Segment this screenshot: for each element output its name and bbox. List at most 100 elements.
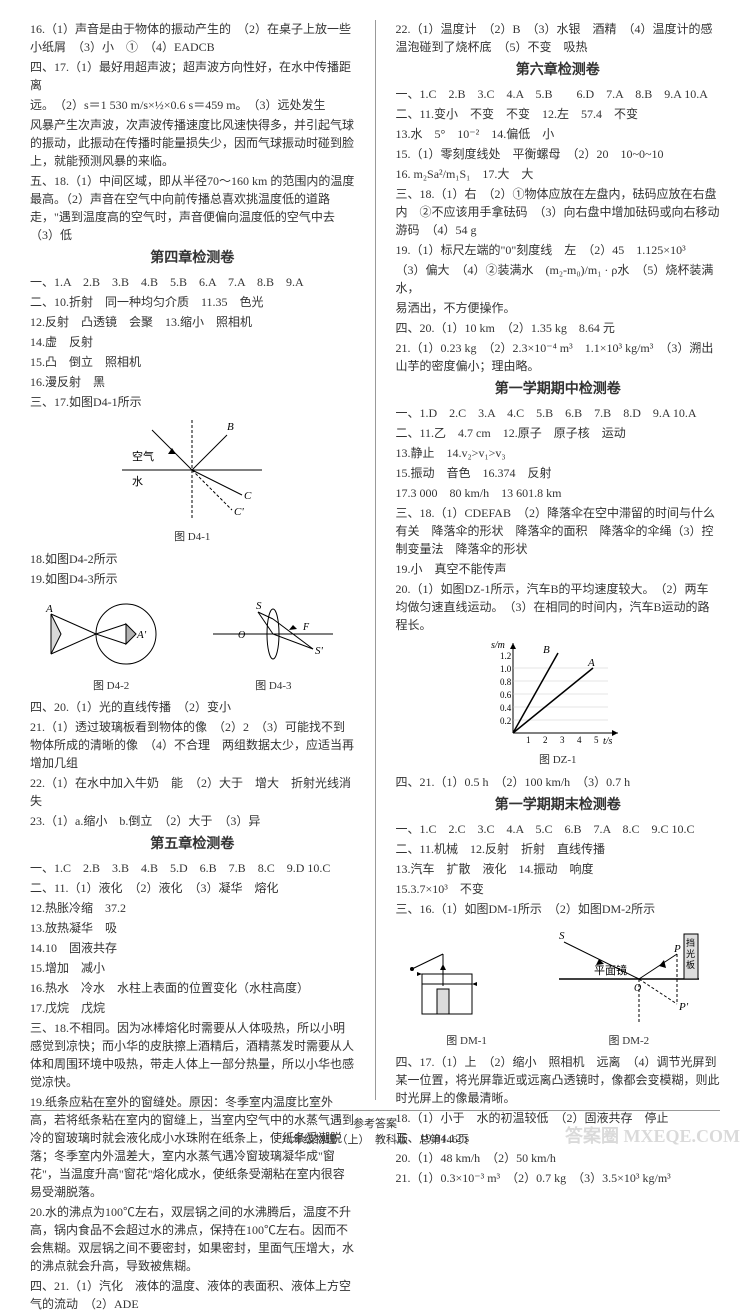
ch4-10: 二、10.折射 同一种均匀介质 11.35 色光 bbox=[30, 293, 355, 311]
ch5-13: 13.放热凝华 吸 bbox=[30, 919, 355, 937]
ch6-16: 16. m₂Sa²/m₁S₁ 17.大 大 bbox=[396, 165, 721, 183]
ch5-17: 17.戊烷 戊烷 bbox=[30, 999, 355, 1017]
r-q22: 22.（1）温度计 （2）B （3）水银 酒精 （4）温度计的感温泡碰到了烧杯底… bbox=[396, 20, 721, 56]
diagram-d4-3: O S S' F bbox=[203, 594, 343, 674]
ch6-15: 15.（1）零刻度线处 平衡螺母 （2）20 10~0~10 bbox=[396, 145, 721, 163]
ch4-14: 14.虚 反射 bbox=[30, 333, 355, 351]
svg-text:O: O bbox=[634, 983, 641, 994]
final-17: 四、17.（1）上 （2）缩小 照相机 远离 （4）调节光屏到某一位置，将光屏靠… bbox=[396, 1053, 721, 1107]
watermark: 答案圈 MXEQE.COM bbox=[565, 1122, 740, 1148]
q16: 16.（1）声音是由于物体的振动产生的 （2）在桌子上放一些小纸屑 （3）小 ①… bbox=[30, 20, 355, 56]
ch6-1: 一、1.C 2.B 3.C 4.A 5.B 6.D 7.A 8.B 9.A 10… bbox=[396, 85, 721, 103]
svg-text:F: F bbox=[302, 622, 310, 633]
svg-text:S: S bbox=[256, 600, 262, 612]
final-16: 三、16.（1）如图DM-1所示 （2）如图DM-2所示 bbox=[396, 900, 721, 918]
ch5-14: 14.10 固液共存 bbox=[30, 939, 355, 957]
svg-text:B: B bbox=[227, 421, 234, 433]
ch6-13: 13.水 5° 10⁻² 14.偏低 小 bbox=[396, 125, 721, 143]
diagram-dm-1 bbox=[407, 934, 527, 1029]
ch6-19a: 19.（1）标尺左端的"0"刻度线 左 （2）45 1.125×10³ bbox=[396, 241, 721, 259]
ch4-1: 一、1.A 2.B 3.B 4.B 5.B 6.A 7.A 8.B 9.A bbox=[30, 273, 355, 291]
q17c: 风暴产生次声波，次声波传播速度比风速快得多，并引起气球的振动，此振动在传播时能量… bbox=[30, 116, 355, 170]
svg-text:0.4: 0.4 bbox=[500, 703, 512, 713]
svg-text:P: P bbox=[673, 943, 681, 955]
svg-text:4: 4 bbox=[577, 735, 582, 745]
svg-text:C': C' bbox=[234, 506, 244, 518]
ch4-title: 第四章检测卷 bbox=[30, 248, 355, 269]
ch5-19: 19.纸条应粘在室外的窗缝处。原因：冬季室内温度比室外高，若将纸条粘在室内的窗缝… bbox=[30, 1093, 355, 1201]
q17a: 四、17.（1）最好用超声波；超声波方向性好，在水中传播距离 bbox=[30, 58, 355, 94]
diagram-dm-2: 平面镜 挡 光 板 S P P' O bbox=[549, 924, 709, 1029]
ch4-17: 三、17.如图D4-1所示 bbox=[30, 393, 355, 411]
svg-text:2: 2 bbox=[543, 735, 548, 745]
ch5-1: 一、1.C 2.B 3.B 4.B 5.D 6.B 7.B 8.C 9.D 10… bbox=[30, 859, 355, 877]
svg-text:1.0: 1.0 bbox=[500, 664, 512, 674]
svg-text:3: 3 bbox=[560, 735, 565, 745]
final-13: 13.汽车 扩散 液化 14.振动 响度 bbox=[396, 860, 721, 878]
final-20: 20.（1）48 km/h （2）50 km/h bbox=[396, 1149, 721, 1167]
air-label: 空气 bbox=[132, 449, 154, 463]
diagram-dz-1: s/m t/s 0.2 0.4 0.6 0.8 1.0 1.2 1 2 3 4 … bbox=[488, 638, 628, 748]
ch5-title: 第五章检测卷 bbox=[30, 834, 355, 855]
ch6-18: 三、18.（1）右 （2）①物体应放在左盘内，砝码应放在右盘内 ②不应该用手拿砝… bbox=[396, 185, 721, 239]
final-21: 21.（1）0.3×10⁻³ m³ （2）0.7 kg （3）3.5×10³ k… bbox=[396, 1169, 721, 1187]
svg-text:P': P' bbox=[678, 1001, 689, 1013]
ch4-20: 四、20.（1）光的直线传播 （2）变小 bbox=[30, 698, 355, 716]
mid-17: 17.3 000 80 km/h 13 601.8 km bbox=[396, 484, 721, 502]
svg-text:O: O bbox=[238, 630, 245, 641]
ch6-19c: 易洒出，不方便操作。 bbox=[396, 299, 721, 317]
ch5-15: 15.增加 减小 bbox=[30, 959, 355, 977]
d4-3-label: 图 D4-3 bbox=[203, 678, 343, 695]
ch4-21: 21.（1）透过玻璃板看到物体的像 （2）2 （3）可能找不到物体所成的清晰的像… bbox=[30, 718, 355, 772]
d4-1-label: 图 D4-1 bbox=[30, 529, 355, 546]
column-divider bbox=[375, 20, 376, 1100]
svg-text:A': A' bbox=[136, 629, 147, 641]
svg-text:s/m: s/m bbox=[491, 640, 505, 651]
svg-text:A: A bbox=[587, 657, 595, 669]
svg-text:0.2: 0.2 bbox=[500, 716, 511, 726]
svg-text:B: B bbox=[543, 644, 550, 656]
ch5-11: 二、11.（1）液化 （2）液化 （3）凝华 熔化 bbox=[30, 879, 355, 897]
ch4-16: 16.漫反射 黑 bbox=[30, 373, 355, 391]
block-label: 挡 bbox=[686, 937, 695, 948]
diagram-d4-2: A A' bbox=[41, 594, 181, 674]
mid-title: 第一学期期中检测卷 bbox=[396, 379, 721, 400]
ch6-20: 四、20.（1）10 km （2）1.35 kg 8.64 元 bbox=[396, 319, 721, 337]
ch4-18: 18.如图D4-2所示 bbox=[30, 550, 355, 568]
mid-20: 20.（1）如图DZ-1所示，汽车B的平均速度较大。 （2）两车均做匀速直线运动… bbox=[396, 580, 721, 634]
dz1-label: 图 DZ-1 bbox=[396, 752, 721, 769]
svg-text:C: C bbox=[244, 490, 252, 502]
ch5-21: 四、21.（1）汽化 液体的温度、液体的表面积、液体上方空气的流动 （2）ADE bbox=[30, 1277, 355, 1313]
ch4-19: 19.如图D4-3所示 bbox=[30, 570, 355, 588]
final-1: 一、1.C 2.C 3.C 4.A 5.C 6.B 7.A 8.C 9.C 10… bbox=[396, 820, 721, 838]
q17b: 远。 （2）s＝1 530 m/s×½×0.6 s＝459 m。 （3）远处发生 bbox=[30, 96, 355, 114]
dm1-label: 图 DM-1 bbox=[407, 1033, 527, 1050]
svg-text:0.6: 0.6 bbox=[500, 690, 512, 700]
mid-13: 13.静止 14.v₂>v₁>v₃ bbox=[396, 444, 721, 462]
svg-text:1.2: 1.2 bbox=[500, 651, 511, 661]
ch6-title: 第六章检测卷 bbox=[396, 60, 721, 81]
d4-2-label: 图 D4-2 bbox=[41, 678, 181, 695]
ch4-22: 22.（1）在水中加入牛奶 能 （2）大于 增大 折射光线消失 bbox=[30, 774, 355, 810]
mid-18: 三、18.（1）CDEFAB （2）降落伞在空中滞留的时间与什么有关 降落伞的形… bbox=[396, 504, 721, 558]
mid-15: 15.振动 音色 16.374 反射 bbox=[396, 464, 721, 482]
ch5-18: 三、18.不相同。因为冰棒熔化时需要从人体吸热，所以小明感觉到凉快；而小华的皮肤… bbox=[30, 1019, 355, 1091]
ch4-12: 12.反射 凸透镜 会聚 13.缩小 照相机 bbox=[30, 313, 355, 331]
ch5-20: 20.水的沸点为100℃左右，双层锅之间的水沸腾后，温度不升高，锅内食品不会超过… bbox=[30, 1203, 355, 1275]
mid-1: 一、1.D 2.C 3.A 4.C 5.B 6.B 7.B 8.D 9.A 10… bbox=[396, 404, 721, 422]
left-column: 16.（1）声音是由于物体的振动产生的 （2）在桌子上放一些小纸屑 （3）小 ①… bbox=[30, 20, 355, 1100]
q18: 五、18.（1）中间区域，即从半径70～160 km 的范围内的温度最高。（2）… bbox=[30, 172, 355, 244]
svg-text:S': S' bbox=[315, 645, 324, 657]
right-column: 22.（1）温度计 （2）B （3）水银 酒精 （4）温度计的感温泡碰到了烧杯底… bbox=[396, 20, 721, 1100]
dm2-label: 图 DM-2 bbox=[549, 1033, 709, 1050]
ch4-15: 15.凸 倒立 照相机 bbox=[30, 353, 355, 371]
mid-21: 四、21.（1）0.5 h （2）100 km/h （3）0.7 h bbox=[396, 773, 721, 791]
svg-text:1: 1 bbox=[526, 735, 531, 745]
ch5-16: 16.热水 冷水 水柱上表面的位置变化（水柱高度） bbox=[30, 979, 355, 997]
ch6-21: 21.（1）0.23 kg （2）2.3×10⁻⁴ m³ 1.1×10³ kg/… bbox=[396, 339, 721, 375]
ch4-23: 23.（1）a.缩小 b.倒立 （2）大于 （3）异 bbox=[30, 812, 355, 830]
ch6-11: 二、11.变小 不变 不变 12.左 57.4 不变 bbox=[396, 105, 721, 123]
mid-11: 二、11.乙 4.7 cm 12.原子 原子核 运动 bbox=[396, 424, 721, 442]
svg-text:板: 板 bbox=[686, 959, 695, 970]
svg-text:A: A bbox=[45, 603, 53, 615]
